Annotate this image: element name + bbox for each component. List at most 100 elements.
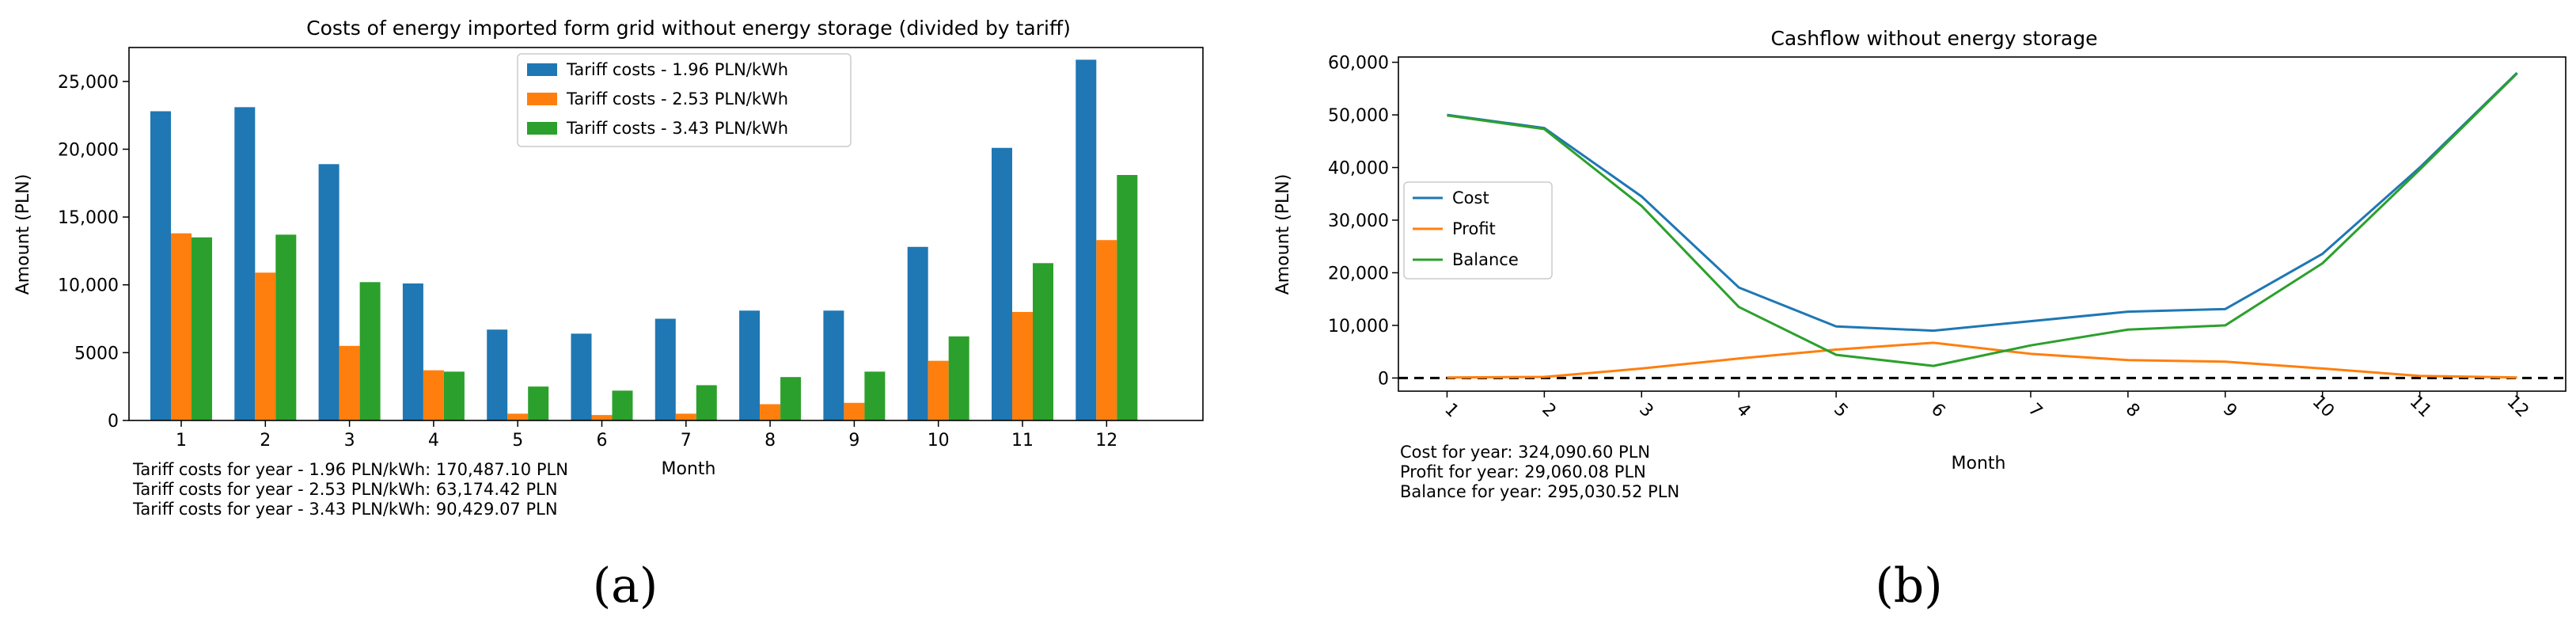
x-tick-label: 5: [1830, 400, 1852, 422]
bar-1-month-4: [402, 283, 423, 420]
line-summary-line-3: Balance for year: 295,030.52 PLN: [1400, 482, 1679, 501]
line-chart-title: Cashflow without energy storage: [1770, 27, 2097, 50]
x-tick-label: 3: [344, 431, 355, 451]
bar-1-month-7: [654, 318, 676, 420]
bar-3-month-12: [1117, 174, 1138, 420]
x-tick-label: 5: [512, 431, 523, 451]
line-chart-y-axis: 0 10,000 20,000 30,000 40,000 50,000 60,000: [1328, 54, 1398, 389]
bar-3-month-6: [612, 390, 633, 420]
bar-3-month-8: [780, 377, 802, 420]
legend-swatch-3: [527, 122, 557, 135]
x-tick-label: 1: [176, 431, 187, 451]
x-tick-label: 3: [1635, 400, 1657, 422]
y-tick-label: 0: [108, 412, 119, 432]
y-tick-label: 5000: [74, 344, 119, 363]
legend-box: [1403, 181, 1553, 280]
bar-1-month-6: [571, 333, 592, 420]
bar-3-month-4: [443, 371, 465, 420]
line-chart-frame: [1398, 56, 2567, 392]
x-tick-label: 12: [2503, 392, 2532, 421]
x-tick-label: 8: [2122, 400, 2144, 422]
bar-chart-legend: Tariff costs - 1.96 PLN/kWh Tariff costs…: [517, 53, 852, 147]
line-chart-panel: Cashflow without energy storage 0 10,000 2…: [1273, 27, 2567, 614]
bar-2-month-5: [507, 413, 529, 420]
bar-chart-x-label: Month: [662, 459, 716, 479]
bar-summary-line-3: Tariff costs for year - 3.43 PLN/kWh: 90…: [132, 500, 558, 519]
bar-2-month-1: [171, 233, 192, 420]
bar-chart-panel: Costs of energy imported form grid witho…: [13, 17, 1204, 614]
bar-3-month-2: [275, 234, 297, 420]
y-tick-label: 10,000: [58, 276, 119, 296]
legend-label-profit: Profit: [1452, 219, 1496, 238]
bar-chart-x-axis: 1 2 3 4 5 6 7 8 9 10 11 12: [176, 420, 1117, 451]
x-tick-label: 11: [1011, 431, 1034, 451]
x-tick-label: 6: [597, 431, 608, 451]
y-tick-label: 20,000: [58, 140, 119, 160]
legend-label-balance: Balance: [1452, 250, 1519, 269]
x-tick-label: 1: [1440, 400, 1463, 422]
bar-1-month-3: [318, 164, 340, 420]
bar-2-month-9: [844, 402, 865, 420]
bar-summary-line-1: Tariff costs for year - 1.96 PLN/kWh: 17…: [132, 460, 568, 479]
x-tick-label: 9: [848, 431, 859, 451]
bar-chart-y-axis: 0 5000 10,000 15,000 20,000 25,000: [58, 73, 129, 432]
bar-summary-line-2: Tariff costs for year - 2.53 PLN/kWh: 63…: [132, 480, 558, 499]
x-tick-label: 6: [1927, 400, 1949, 422]
bar-chart-frame: [128, 47, 1204, 421]
panel-label-b: (b): [1875, 558, 1942, 614]
line-chart-legend: Cost Profit Balance: [1403, 181, 1553, 280]
series-line-cost: [1447, 71, 2518, 333]
bar-1-month-1: [150, 111, 171, 421]
y-tick-label: 30,000: [1328, 211, 1389, 231]
x-tick-label: 12: [1095, 431, 1117, 451]
bar-2-month-11: [1012, 311, 1033, 420]
bar-3-month-11: [1033, 263, 1053, 420]
x-tick-label: 7: [681, 431, 692, 451]
x-tick-label: 11: [2406, 392, 2435, 421]
bar-3-month-5: [528, 386, 549, 420]
x-tick-label: 8: [764, 431, 776, 451]
bar-1-month-9: [823, 310, 844, 420]
bar-1-month-2: [234, 107, 256, 421]
legend-label-cost: Cost: [1452, 188, 1489, 207]
x-tick-label: 10: [2309, 392, 2338, 421]
legend-label-2: Tariff costs - 2.53 PLN/kWh: [566, 89, 788, 108]
y-tick-label: 15,000: [58, 208, 119, 228]
bar-2-month-8: [760, 404, 781, 420]
bar-chart-y-label: Amount (PLN): [13, 174, 33, 295]
bar-3-month-10: [948, 336, 969, 420]
line-summary-line-1: Cost for year: 324,090.60 PLN: [1400, 443, 1650, 462]
y-tick-label: 25,000: [58, 73, 119, 93]
bar-1-month-10: [907, 246, 928, 420]
bar-1-month-8: [739, 310, 761, 420]
bar-1-month-11: [992, 147, 1012, 420]
bar-3-month-7: [696, 385, 717, 420]
x-tick-label: 4: [1732, 400, 1755, 422]
line-chart-x-label: Month: [1952, 454, 2006, 474]
legend-label-3: Tariff costs - 3.43 PLN/kWh: [566, 119, 788, 138]
legend-label-1: Tariff costs - 1.96 PLN/kWh: [566, 60, 788, 79]
line-summary-line-2: Profit for year: 29,060.08 PLN: [1400, 462, 1646, 481]
bar-2-month-12: [1096, 240, 1117, 420]
y-tick-label: 60,000: [1328, 54, 1389, 74]
bar-3-month-1: [192, 237, 212, 420]
bar-2-month-4: [423, 370, 444, 420]
bar-2-month-10: [928, 360, 949, 420]
series-line-balance: [1447, 72, 2518, 367]
x-tick-label: 4: [428, 431, 439, 451]
bar-3-month-3: [359, 282, 381, 420]
series-line-profit: [1447, 341, 2517, 379]
bar-3-month-9: [864, 371, 886, 420]
x-tick-label: 2: [1538, 400, 1560, 422]
y-tick-label: 20,000: [1328, 264, 1389, 283]
legend-swatch-2: [527, 93, 557, 105]
line-chart-series: [1447, 71, 2518, 379]
legend-swatch-1: [527, 63, 557, 76]
bar-2-month-7: [675, 413, 696, 420]
bar-1-month-5: [487, 329, 508, 420]
x-tick-label: 10: [928, 431, 950, 451]
line-chart-y-label: Amount (PLN): [1273, 174, 1293, 295]
legend-box: [517, 53, 852, 147]
x-tick-label: 2: [260, 431, 271, 451]
